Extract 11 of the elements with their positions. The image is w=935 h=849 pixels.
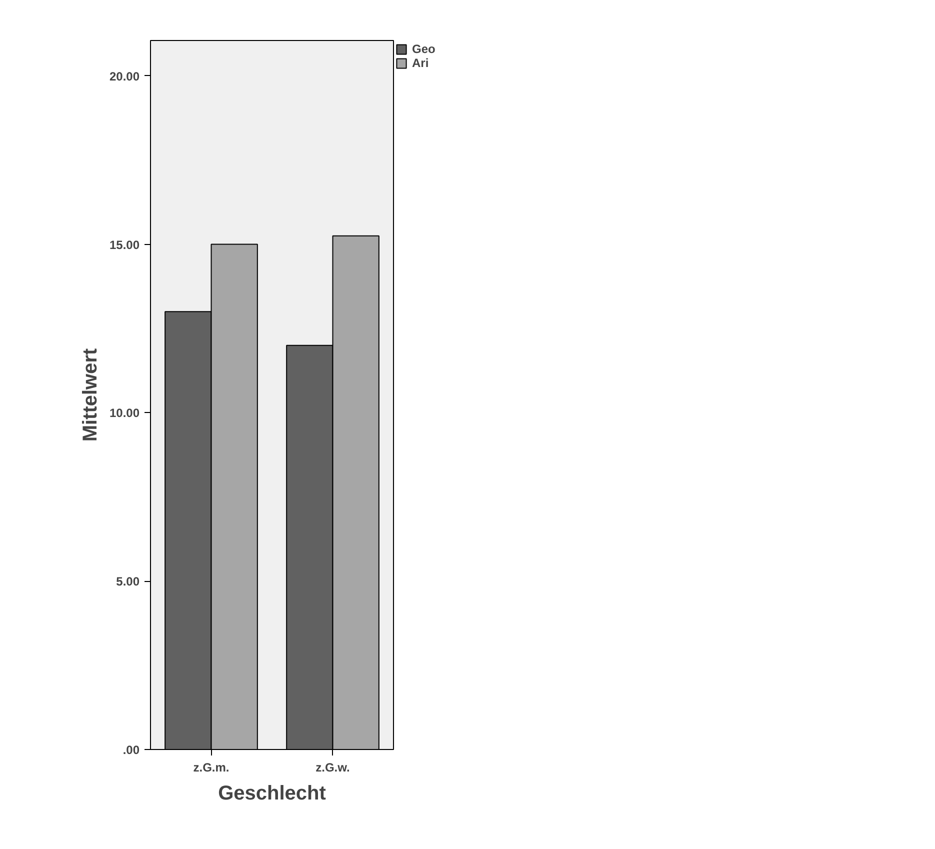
y-tick-label: .00 — [122, 743, 140, 757]
x-tick-label: z.G.w. — [316, 760, 350, 774]
x-axis-title: Geschlecht — [218, 782, 326, 804]
y-axis-title: Mittelwert — [79, 348, 102, 442]
legend-label: Geo — [412, 42, 436, 56]
x-tick-label: z.G.m. — [193, 760, 230, 774]
y-tick-label: 20.00 — [109, 69, 140, 84]
y-tick-label: 10.00 — [109, 406, 140, 420]
legend-label: Ari — [412, 56, 430, 70]
y-tick-label: 15.00 — [109, 238, 140, 252]
y-tick-label: 5.00 — [116, 574, 140, 589]
